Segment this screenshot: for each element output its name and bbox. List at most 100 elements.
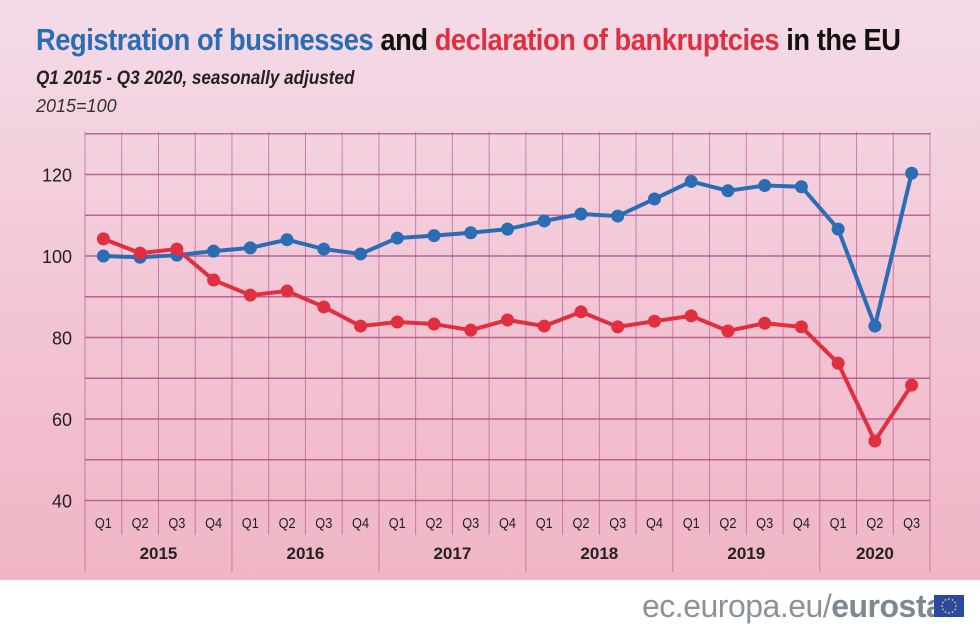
data-point (611, 320, 625, 334)
flag-star (951, 599, 954, 601)
chart-title: Registration of businesses and declarati… (36, 22, 901, 58)
data-point (207, 244, 221, 258)
y-tick-label: 40 (52, 492, 72, 512)
index-base: 2015=100 (36, 96, 117, 116)
data-point (574, 305, 588, 319)
chart-background (0, 0, 980, 580)
footer-url[interactable]: ec.europa.eu/eurostat (642, 588, 954, 625)
x-tick-label: Q4 (352, 514, 369, 531)
flag-star (951, 611, 954, 613)
eu-flag-icon (934, 595, 964, 617)
flag-star (942, 601, 944, 604)
x-tick-label: Q3 (315, 514, 332, 531)
y-tick-label: 60 (52, 410, 72, 430)
data-point (464, 226, 478, 240)
data-point (794, 320, 808, 334)
year-label: 2016 (287, 544, 325, 563)
flag-star (955, 605, 957, 607)
x-tick-label: Q2 (132, 514, 149, 531)
flag-star (948, 598, 950, 600)
x-tick-label: Q2 (279, 514, 296, 531)
x-tick-label: Q4 (499, 514, 516, 531)
year-label: 2017 (433, 544, 471, 563)
data-point (905, 378, 919, 392)
data-point (501, 313, 514, 327)
data-point (794, 180, 808, 194)
data-point (831, 356, 845, 370)
x-tick-label: Q4 (205, 514, 222, 531)
flag-star (948, 612, 950, 614)
year-label: 2018 (580, 544, 618, 563)
data-point (243, 288, 257, 302)
data-point (354, 247, 368, 261)
data-point (537, 214, 551, 228)
x-tick-label: Q1 (830, 514, 847, 531)
x-tick-label: Q3 (609, 514, 626, 531)
x-tick-label: Q3 (462, 514, 479, 531)
data-point (427, 317, 441, 331)
data-point (464, 323, 478, 337)
data-point (868, 434, 882, 448)
data-point (501, 222, 514, 236)
x-tick-label: Q4 (646, 514, 663, 531)
x-tick-label: Q1 (95, 514, 112, 531)
flag-star (944, 611, 947, 613)
x-tick-label: Q2 (426, 514, 443, 531)
x-tick-label: Q2 (719, 514, 736, 531)
x-tick-label: Q1 (683, 514, 700, 531)
data-point (537, 319, 551, 333)
data-point (905, 166, 919, 180)
data-point (133, 246, 147, 260)
data-point (170, 242, 184, 256)
x-tick-label: Q3 (756, 514, 773, 531)
flag-star (954, 601, 956, 604)
data-point (354, 319, 368, 333)
line-chart: 40 60 80 100 120 Q1 Q2 Q3 Q4 Q1 Q2 Q3 Q4 Q1 Q2 Q3 Q4 Q1 Q2… (42, 132, 931, 572)
data-point (207, 273, 221, 287)
data-point (574, 207, 588, 221)
x-tick-label: Q3 (168, 514, 185, 531)
data-point (758, 316, 772, 330)
x-tick-label: Q3 (903, 514, 920, 531)
data-point (831, 222, 845, 236)
title-eu: in the EU (779, 22, 901, 57)
data-point (390, 231, 404, 245)
year-label: 2015 (140, 544, 178, 563)
data-point (684, 174, 698, 188)
footer-site: ec.europa.eu/ (642, 588, 832, 624)
data-point (317, 242, 331, 256)
x-tick-label: Q2 (572, 514, 589, 531)
year-label: 2020 (856, 544, 894, 563)
title-bankruptcies: declaration of bankruptcies (434, 22, 780, 57)
year-label: 2019 (727, 544, 765, 563)
flag-star (954, 608, 956, 611)
data-point (427, 229, 441, 243)
series-line (103, 172, 914, 329)
x-tick-label: Q1 (536, 514, 553, 531)
x-tick-label: Q4 (793, 514, 810, 531)
x-tick-label: Q1 (389, 514, 406, 531)
x-tick-label: Q1 (242, 514, 259, 531)
data-point (390, 315, 404, 329)
title-registrations: Registration of businesses (36, 22, 374, 57)
chart-subtitle: Q1 2015 - Q3 2020, seasonally adjusted (36, 68, 355, 89)
y-tick-label: 120 (42, 166, 72, 186)
data-point (868, 319, 882, 333)
series-bankruptcies (96, 232, 919, 448)
y-tick-label: 80 (52, 329, 72, 349)
data-point (647, 192, 661, 206)
data-point (243, 241, 257, 255)
flag-star (941, 605, 943, 607)
series-line (102, 237, 914, 444)
y-tick-label: 100 (42, 247, 72, 267)
x-tick-label: Q2 (866, 514, 883, 531)
data-point (96, 232, 110, 246)
data-point (280, 284, 294, 298)
data-point (317, 300, 331, 314)
data-point (280, 233, 294, 247)
data-point (96, 249, 110, 263)
title-and: and (373, 22, 435, 57)
flag-star (942, 608, 944, 611)
data-point (721, 184, 735, 198)
